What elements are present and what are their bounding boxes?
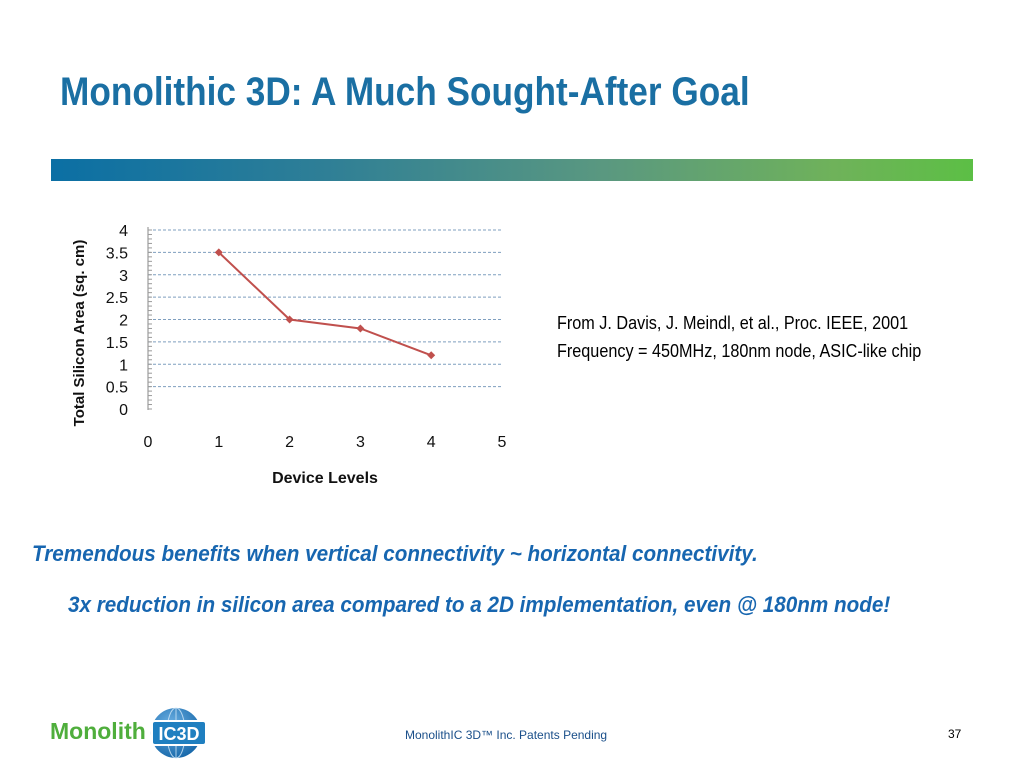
slide-title: Monolithic 3D: A Much Sought-After Goal — [60, 70, 750, 114]
x-tick-labels: 0 1 2 3 4 5 — [144, 434, 507, 451]
x-tick-label: 4 — [427, 434, 436, 451]
benefit-statement-2: 3x reduction in silicon area compared to… — [68, 592, 891, 617]
logo-badge-text: IC3D — [158, 724, 199, 744]
source-line-1: From J. Davis, J. Meindl, et al., Proc. … — [557, 313, 909, 333]
y-tick-label: 3.5 — [106, 245, 128, 262]
y-tick-label: 3 — [119, 268, 128, 285]
y-tick-label: 1.5 — [106, 335, 128, 352]
y-tick-label: 4 — [119, 223, 128, 240]
y-tick-label: 1 — [119, 357, 128, 374]
y-tick-label: 0.5 — [106, 380, 128, 397]
y-tick-label: 2.5 — [106, 290, 128, 307]
x-tick-label: 2 — [285, 434, 294, 451]
benefit-statement-1: Tremendous benefits when vertical connec… — [32, 541, 758, 566]
y-tick-label: 2 — [119, 313, 128, 330]
data-point — [427, 351, 436, 360]
source-citation: From J. Davis, J. Meindl, et al., Proc. … — [557, 309, 921, 365]
y-axis-minor-ticks — [148, 229, 152, 410]
title-gradient-bar — [51, 159, 973, 181]
data-point — [356, 324, 365, 333]
x-tick-label: 1 — [214, 434, 223, 451]
data-point — [285, 315, 294, 324]
y-tick-labels: 0 0.5 1 1.5 2 2.5 3 3.5 4 — [106, 223, 128, 419]
x-tick-label: 0 — [144, 434, 153, 451]
chart-grid — [148, 229, 502, 388]
data-point — [214, 248, 223, 257]
x-axis-label: Device Levels — [272, 470, 378, 487]
y-axis-label: Total Silicon Area (sq. cm) — [71, 240, 88, 427]
y-tick-label: 0 — [119, 402, 128, 419]
footer-text: MonolithIC 3D™ Inc. Patents Pending — [405, 728, 608, 742]
x-tick-label: 5 — [498, 434, 507, 451]
source-line-2: Frequency = 450MHz, 180nm node, ASIC-lik… — [557, 341, 922, 361]
logo-wordmark: Monolith — [50, 718, 146, 744]
silicon-area-chart: 0 0.5 1 1.5 2 2.5 3 3.5 4 0 1 2 3 4 5 Device Levels T… — [71, 223, 507, 487]
series-line — [218, 251, 432, 357]
chart-series — [214, 248, 436, 360]
x-tick-label: 3 — [356, 434, 365, 451]
page-number: 37 — [948, 727, 962, 741]
globe-icon: IC3D — [150, 707, 207, 759]
